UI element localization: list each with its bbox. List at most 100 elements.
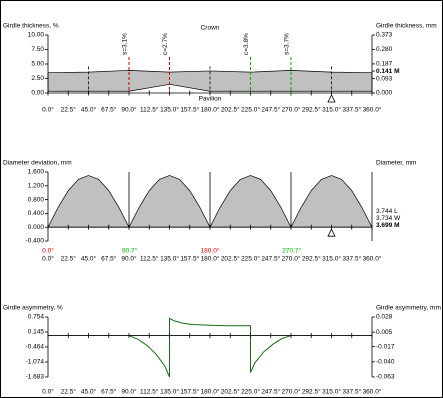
x-tick-label: 315.0° bbox=[322, 255, 341, 263]
x-tick-label: 360.0° bbox=[363, 388, 382, 396]
x-tick-label: 292.5° bbox=[302, 388, 321, 396]
x-tick-label: 112.5° bbox=[140, 255, 159, 263]
angle-label: 0.0° bbox=[42, 247, 54, 255]
y-tick-label: 2.50 bbox=[31, 75, 44, 82]
x-tick-label: 90.0° bbox=[121, 255, 137, 263]
x-tick-label: 270.0° bbox=[282, 388, 301, 396]
angle-label: 180.0° bbox=[201, 247, 220, 255]
y2-axis-title: Diameter, mm bbox=[376, 160, 416, 167]
x-tick-label: 270.0° bbox=[282, 255, 301, 263]
y2-axis-title: Girdle asymmetry, mm bbox=[376, 305, 441, 312]
angle-label: 270.7° bbox=[282, 247, 301, 255]
x-tick-label: 180.0° bbox=[201, 388, 220, 396]
y-tick-label: 1.200 bbox=[28, 183, 45, 190]
x-tick-label: 292.5° bbox=[302, 255, 321, 263]
x-tick-label: 315.0° bbox=[322, 388, 341, 396]
x-tick-label: 360.0° bbox=[363, 106, 382, 114]
pavilion-label: Pavilion bbox=[199, 96, 222, 103]
x-tick-label: 135.0° bbox=[160, 106, 179, 114]
x-tick-label: 157.5° bbox=[180, 388, 199, 396]
y-tick-label: 1.600 bbox=[28, 169, 45, 176]
x-tick-label: 0.0° bbox=[42, 255, 54, 263]
x-tick-label: 315.0° bbox=[322, 106, 341, 114]
side-label: 3.699 M bbox=[376, 222, 400, 229]
x-tick-label: 337.5° bbox=[342, 106, 361, 114]
y2-tick-label: -0.040 bbox=[376, 359, 395, 366]
angle-label: 90.7° bbox=[122, 247, 138, 255]
x-tick-label: 247.5° bbox=[261, 388, 280, 396]
y-tick-label: 7.50 bbox=[31, 46, 44, 53]
x-tick-label: 0.0° bbox=[42, 388, 54, 396]
y-tick-label: 0.400 bbox=[28, 210, 45, 217]
line bbox=[128, 317, 292, 378]
y-tick-label: 0.000 bbox=[28, 224, 45, 231]
x-tick-label: 180.0° bbox=[201, 255, 220, 263]
x-tick-label: 135.0° bbox=[160, 388, 179, 396]
x-tick-label: 135.0° bbox=[160, 255, 179, 263]
triangle-marker bbox=[327, 228, 336, 237]
y2-tick-label: 0.005 bbox=[376, 329, 393, 336]
y-tick-label: 0.145 bbox=[28, 329, 45, 336]
y-axis-title: Diameter deviation, mm bbox=[3, 160, 72, 167]
side-label: 3.744 L bbox=[376, 208, 398, 215]
x-tick-label: 45.0° bbox=[81, 255, 97, 263]
x-tick-label: 67.5° bbox=[101, 106, 117, 114]
x-tick-label: 360.0° bbox=[363, 255, 382, 263]
x-tick-label: 45.0° bbox=[81, 388, 97, 396]
annotation: c=2.7% bbox=[162, 33, 169, 55]
y2-tick-label: -0.017 bbox=[376, 343, 395, 350]
x-tick-label: 202.5° bbox=[221, 255, 240, 263]
x-tick-label: 247.5° bbox=[261, 106, 280, 114]
x-tick-label: 180.0° bbox=[201, 106, 220, 114]
area bbox=[47, 175, 373, 228]
x-tick-label: 337.5° bbox=[342, 255, 361, 263]
triangle-marker bbox=[327, 94, 336, 103]
x-tick-label: 112.5° bbox=[140, 388, 159, 396]
x-tick-label: 22.5° bbox=[61, 388, 77, 396]
x-tick-label: 67.5° bbox=[101, 388, 117, 396]
x-tick-label: 90.0° bbox=[121, 388, 137, 396]
x-tick-label: 157.5° bbox=[180, 106, 199, 114]
y-tick-label: -0.464 bbox=[26, 344, 45, 351]
x-tick-label: 225.0° bbox=[241, 255, 260, 263]
y-axis-title: Girdle asymmetry, % bbox=[3, 305, 63, 312]
x-tick-label: 337.5° bbox=[342, 388, 361, 396]
x-tick-label: 202.5° bbox=[221, 388, 240, 396]
x-tick-label: 292.5° bbox=[302, 106, 321, 114]
x-tick-label: 202.5° bbox=[221, 106, 240, 114]
y2-tick-label: 0.280 bbox=[376, 46, 393, 53]
y-axis-title: Girdle thickness, % bbox=[3, 23, 59, 30]
crown-label: Crown bbox=[201, 25, 220, 32]
y2-tick-label: 0.141 M bbox=[376, 68, 400, 75]
x-tick-label: 22.5° bbox=[61, 255, 77, 263]
y-tick-label: -1.683 bbox=[26, 374, 45, 381]
x-tick-label: 22.5° bbox=[61, 106, 77, 114]
y2-tick-label: 0.373 bbox=[376, 32, 393, 39]
x-tick-label: 67.5° bbox=[101, 255, 117, 263]
y2-tick-label: 0.093 bbox=[376, 75, 393, 82]
x-tick-label: 45.0° bbox=[81, 106, 97, 114]
x-tick-label: 225.0° bbox=[241, 106, 260, 114]
x-tick-label: 247.5° bbox=[261, 255, 280, 263]
y2-tick-label: 0.028 bbox=[376, 314, 393, 321]
y-tick-label: 0.754 bbox=[28, 314, 45, 321]
annotation: s=3.1% bbox=[122, 33, 129, 55]
x-tick-label: 157.5° bbox=[180, 255, 199, 263]
y-tick-label: 10.00 bbox=[28, 32, 45, 39]
y2-tick-label: -0.063 bbox=[376, 374, 395, 381]
y-tick-label: 5.00 bbox=[31, 61, 44, 68]
y-tick-label: 0.00 bbox=[31, 90, 44, 97]
y2-tick-label: 0.000 bbox=[376, 90, 393, 97]
y2-tick-label: 0.187 bbox=[376, 61, 393, 68]
x-tick-label: 112.5° bbox=[140, 106, 159, 114]
y2-axis-title: Girdle thickness, mm bbox=[376, 23, 437, 30]
side-label: 3.734 W bbox=[376, 215, 401, 222]
y-tick-label: -0.400 bbox=[26, 238, 45, 245]
x-tick-label: 225.0° bbox=[241, 388, 260, 396]
y-tick-label: 0.800 bbox=[28, 196, 45, 203]
annotation: s=3.7% bbox=[284, 33, 291, 55]
x-tick-label: 0.0° bbox=[42, 106, 54, 114]
y-tick-label: -1.074 bbox=[26, 359, 45, 366]
x-tick-label: 90.0° bbox=[121, 106, 137, 114]
